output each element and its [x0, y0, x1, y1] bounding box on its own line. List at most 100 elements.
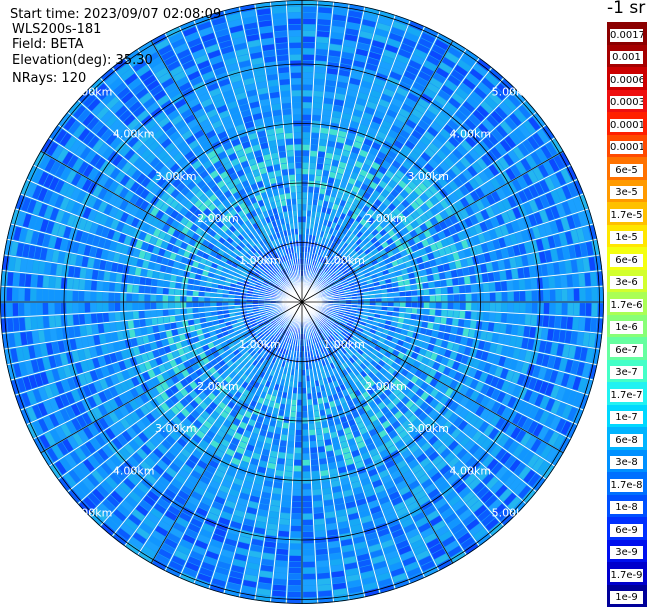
data-cell — [249, 341, 256, 347]
data-cell — [152, 271, 160, 279]
data-cell — [553, 329, 560, 342]
data-cell — [388, 392, 396, 401]
data-cell — [405, 424, 415, 434]
data-cell — [373, 517, 386, 526]
data-cell — [483, 312, 490, 321]
data-cell — [110, 424, 121, 437]
data-cell — [375, 364, 383, 371]
data-cell — [324, 331, 330, 337]
data-cell — [512, 245, 521, 256]
data-cell — [54, 237, 63, 250]
data-cell — [209, 401, 218, 410]
data-cell — [98, 417, 109, 430]
data-cell — [397, 213, 406, 221]
data-cell — [397, 280, 405, 287]
data-cell — [332, 154, 341, 161]
data-cell — [325, 322, 331, 327]
data-cell — [328, 541, 340, 548]
data-cell — [509, 257, 517, 268]
data-cell — [243, 518, 255, 527]
data-cell — [343, 144, 352, 152]
data-cell — [559, 232, 568, 246]
data-cell — [90, 313, 97, 324]
data-cell — [279, 320, 285, 326]
data-cell — [555, 371, 564, 385]
data-cell — [541, 354, 550, 367]
data-cell — [302, 72, 314, 79]
data-cell — [229, 371, 237, 379]
data-cell — [429, 337, 437, 345]
data-cell — [198, 263, 205, 270]
data-cell — [175, 254, 183, 262]
data-cell — [489, 282, 496, 292]
data-cell — [355, 316, 362, 321]
data-cell — [236, 427, 245, 435]
data-cell — [389, 561, 403, 572]
data-cell — [375, 28, 389, 38]
data-cell — [209, 267, 216, 274]
data-cell — [294, 327, 297, 333]
data-cell — [257, 588, 271, 596]
data-cell — [327, 344, 332, 350]
data-cell — [57, 367, 66, 380]
data-cell — [384, 184, 394, 193]
data-cell — [418, 474, 430, 484]
data-cell — [284, 336, 289, 343]
data-cell — [532, 365, 541, 378]
data-cell — [228, 352, 235, 360]
data-cell — [339, 357, 345, 364]
data-cell — [67, 214, 76, 227]
data-cell — [430, 243, 438, 252]
data-cell — [347, 320, 354, 325]
data-cell — [515, 161, 527, 175]
data-cell — [65, 406, 76, 419]
data-cell — [316, 285, 322, 290]
data-cell — [379, 533, 392, 543]
data-cell — [390, 470, 401, 480]
data-cell — [373, 34, 387, 43]
data-cell — [246, 562, 260, 570]
data-cell — [170, 431, 180, 441]
data-cell — [326, 523, 337, 530]
data-cell — [391, 435, 401, 444]
data-cell — [391, 98, 403, 108]
data-cell — [101, 522, 115, 536]
data-cell — [140, 268, 148, 277]
data-cell — [416, 172, 426, 182]
data-cell — [69, 364, 78, 376]
data-cell — [167, 259, 175, 267]
data-cell — [233, 477, 244, 486]
data-cell — [448, 46, 462, 59]
data-cell — [259, 429, 267, 437]
data-cell — [271, 320, 278, 326]
data-cell — [319, 133, 328, 140]
data-cell — [491, 401, 501, 413]
data-cell — [398, 286, 405, 292]
data-cell — [119, 405, 129, 417]
data-cell — [367, 468, 378, 477]
data-cell — [558, 437, 570, 452]
data-cell — [455, 87, 469, 100]
data-cell — [410, 220, 419, 229]
data-cell — [393, 292, 400, 297]
data-cell — [381, 189, 390, 198]
data-cell — [372, 479, 383, 488]
data-cell — [355, 342, 362, 348]
data-cell — [443, 228, 451, 238]
data-cell — [477, 82, 491, 95]
data-cell — [392, 312, 399, 317]
data-cell — [107, 343, 115, 353]
data-cell — [402, 470, 414, 480]
data-cell — [445, 102, 457, 114]
data-cell — [40, 371, 49, 385]
data-cell — [447, 294, 454, 302]
data-cell — [280, 312, 286, 316]
data-cell — [108, 292, 115, 302]
data-cell — [92, 488, 105, 502]
data-cell — [429, 195, 439, 206]
data-cell — [246, 299, 253, 302]
data-cell — [354, 416, 363, 424]
data-cell — [279, 341, 284, 347]
data-cell — [409, 404, 419, 413]
data-cell — [448, 413, 458, 424]
